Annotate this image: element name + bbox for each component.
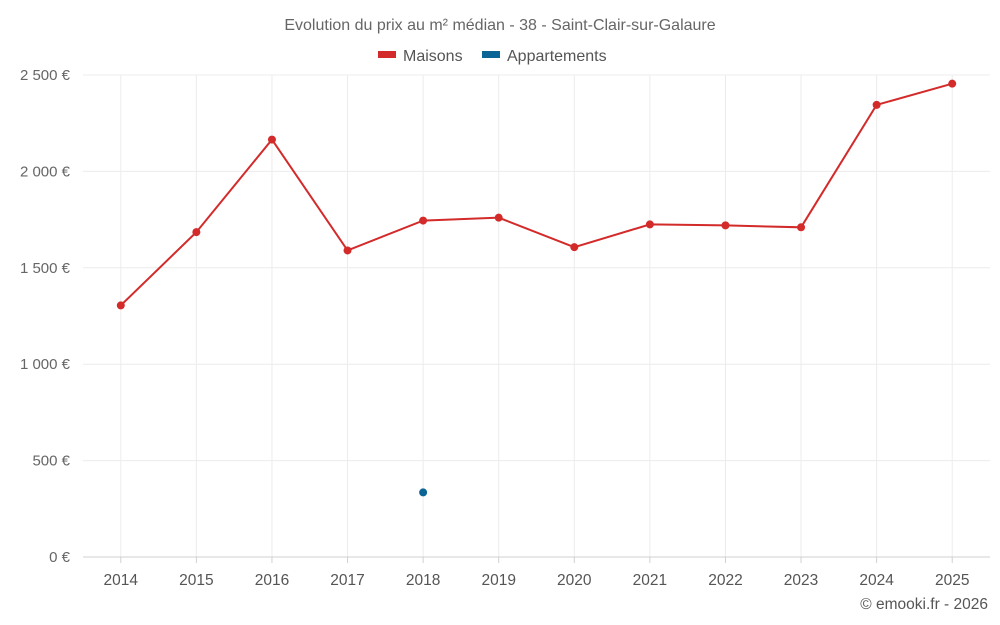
x-tick-label: 2018 bbox=[406, 572, 440, 589]
data-point-maisons-2025[interactable] bbox=[948, 79, 957, 88]
data-point-maisons-2017[interactable] bbox=[343, 246, 352, 255]
series-maisons bbox=[116, 79, 957, 310]
x-tick-label: 2017 bbox=[330, 572, 364, 589]
y-tick-label: 0 € bbox=[49, 549, 71, 566]
data-point-maisons-2018[interactable] bbox=[419, 216, 428, 225]
grid bbox=[83, 74, 990, 557]
credit-text: © emooki.fr - 2026 bbox=[860, 596, 988, 613]
legend-label-maisons[interactable]: Maisons bbox=[403, 48, 463, 65]
chart-title: Evolution du prix au m² médian - 38 - Sa… bbox=[284, 17, 715, 34]
x-tick-label: 2021 bbox=[633, 572, 667, 589]
legend: Maisons Appartements bbox=[378, 48, 607, 65]
series-appartements bbox=[419, 488, 428, 497]
data-point-maisons-2020[interactable] bbox=[570, 243, 579, 252]
legend-swatch-maisons bbox=[378, 51, 396, 58]
x-tick-label: 2020 bbox=[557, 572, 592, 589]
data-point-maisons-2023[interactable] bbox=[797, 223, 806, 232]
data-point-appartements-2018[interactable] bbox=[419, 488, 428, 497]
x-tick-label: 2023 bbox=[784, 572, 818, 589]
x-tick-label: 2022 bbox=[708, 572, 742, 589]
y-tick-label: 1 500 € bbox=[20, 260, 71, 277]
x-tick-label: 2014 bbox=[104, 572, 139, 589]
x-tick-label: 2025 bbox=[935, 572, 969, 589]
axes bbox=[83, 556, 990, 563]
data-point-maisons-2019[interactable] bbox=[494, 213, 503, 222]
x-tick-label: 2015 bbox=[179, 572, 213, 589]
legend-swatch-appartements bbox=[482, 51, 500, 58]
data-point-maisons-2015[interactable] bbox=[192, 228, 201, 237]
x-tick-label: 2024 bbox=[859, 572, 894, 589]
data-point-maisons-2024[interactable] bbox=[872, 100, 881, 109]
y-tick-label: 1 000 € bbox=[20, 356, 71, 373]
y-tick-label: 2 000 € bbox=[20, 163, 71, 180]
data-point-maisons-2016[interactable] bbox=[267, 135, 276, 144]
legend-label-appartements[interactable]: Appartements bbox=[507, 48, 607, 65]
x-tick-label: 2016 bbox=[255, 572, 289, 589]
series-line-maisons bbox=[120, 82, 953, 307]
x-tick-label: 2019 bbox=[481, 572, 515, 589]
data-point-maisons-2022[interactable] bbox=[721, 221, 730, 230]
y-axis-ticks: 0 € 500 € 1 000 € 1 500 € 2 000 € 2 500 € bbox=[20, 67, 71, 566]
y-tick-label: 2 500 € bbox=[20, 67, 71, 84]
data-point-maisons-2014[interactable] bbox=[116, 301, 125, 310]
y-tick-label: 500 € bbox=[32, 453, 70, 470]
series bbox=[116, 79, 957, 497]
x-axis-ticks: 2014 2015 2016 2017 2018 2019 2020 2021 2022 2023… bbox=[104, 572, 970, 589]
data-point-maisons-2021[interactable] bbox=[645, 220, 654, 229]
